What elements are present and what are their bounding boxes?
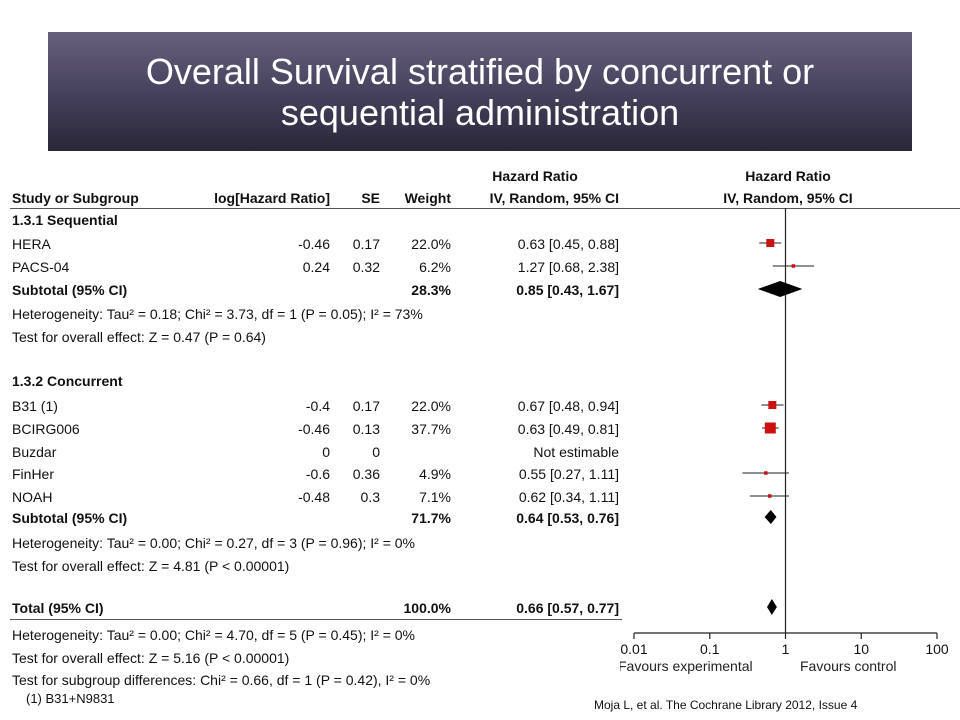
header-study: Study or Subgroup xyxy=(12,190,139,206)
total-label: Total (95% CI) xyxy=(12,600,104,616)
study-marker xyxy=(766,239,775,247)
title-banner: Overall Survival stratified by concurren… xyxy=(48,32,912,151)
total-overall-effect-text: Test for overall effect: Z = 5.16 (P < 0… xyxy=(12,650,290,666)
study-ci: 0.62 [0.34, 1.11] xyxy=(518,489,619,505)
study-ci: 0.67 [0.48, 0.94] xyxy=(517,398,619,414)
study-ci: 1.27 [0.68, 2.38] xyxy=(517,259,619,275)
total-diamond xyxy=(767,599,777,615)
study-weight: 6.2% xyxy=(419,259,451,275)
footnote: (1) B31+N9831 xyxy=(26,691,115,706)
study-ci: 0.63 [0.45, 0.88] xyxy=(517,236,619,252)
header-plot-ci: IV, Random, 95% CI xyxy=(723,190,853,206)
study-marker xyxy=(768,494,772,498)
study-name: BCIRG006 xyxy=(12,421,80,437)
study-name: NOAH xyxy=(12,489,53,505)
study-loghr: -0.48 xyxy=(298,489,330,505)
subtotal-weight: 71.7% xyxy=(411,510,451,526)
study-marker xyxy=(791,264,796,268)
subtotal-ci: 0.64 [0.53, 0.76] xyxy=(516,510,619,526)
study-name: HERA xyxy=(12,236,51,252)
x-axis-tick-label: 0.01 xyxy=(620,641,647,657)
subtotal-weight: 28.3% xyxy=(411,282,451,298)
header-hazard-ratio: Hazard Ratio xyxy=(492,168,578,184)
study-loghr: 0 xyxy=(322,444,330,460)
study-weight: 4.9% xyxy=(419,466,451,482)
subtotal-label: Subtotal (95% CI) xyxy=(12,510,128,526)
slide-title-line-2: sequential administration xyxy=(280,91,680,133)
header-log-hazard-ratio: log[Hazard Ratio] xyxy=(214,190,330,206)
study-ci: 0.63 [0.49, 0.81] xyxy=(517,421,619,437)
subtotal-ci: 0.85 [0.43, 1.67] xyxy=(516,282,619,298)
subtotal-label: Subtotal (95% CI) xyxy=(12,282,128,298)
subtotal-diamond xyxy=(757,281,803,297)
total-rule xyxy=(10,619,622,620)
total-ci: 0.66 [0.57, 0.77] xyxy=(516,600,619,616)
header-weight: Weight xyxy=(404,190,451,206)
x-axis-tick-label: 10 xyxy=(853,641,869,657)
subgroup-differences-text: Test for subgroup differences: Chi² = 0.… xyxy=(12,672,431,688)
total-weight: 100.0% xyxy=(403,600,451,616)
study-name: FinHer xyxy=(12,466,55,482)
study-name: B31 (1) xyxy=(12,398,58,414)
slide-title-line-1: Overall Survival stratified by concurren… xyxy=(145,50,815,92)
study-se: 0.17 xyxy=(352,398,380,414)
study-se: 0.17 xyxy=(352,236,380,252)
total-heterogeneity-text: Heterogeneity: Tau² = 0.00; Chi² = 4.70,… xyxy=(12,627,415,643)
study-se: 0.13 xyxy=(352,421,380,437)
subgroup-heading: 1.3.2 Concurrent xyxy=(12,373,123,389)
study-weight: 7.1% xyxy=(419,489,451,505)
forest-plot: 0.01 0.1 1 10 100 Favours experimental Favours… xyxy=(620,208,949,674)
x-axis-tick-label: 0.1 xyxy=(700,641,720,657)
overall-effect-text: Test for overall effect: Z = 4.81 (P < 0… xyxy=(12,558,290,574)
heterogeneity-text: Heterogeneity: Tau² = 0.18; Chi² = 3.73,… xyxy=(12,306,423,322)
header-plot-hazard-ratio: Hazard Ratio xyxy=(745,168,831,184)
x-axis-tick-label: 1 xyxy=(782,641,790,657)
subtotal-diamond xyxy=(764,510,777,524)
study-se: 0.32 xyxy=(352,259,380,275)
study-ci: Not estimable xyxy=(533,444,619,460)
favours-control-label: Favours control xyxy=(800,658,896,674)
study-weight: 22.0% xyxy=(411,236,451,252)
study-loghr: -0.46 xyxy=(298,236,330,252)
study-se: 0.36 xyxy=(352,466,380,482)
study-marker xyxy=(764,471,768,475)
study-loghr: -0.4 xyxy=(305,398,330,414)
study-se: 0.3 xyxy=(360,489,380,505)
favours-experimental-label: Favours experimental xyxy=(620,658,753,674)
heterogeneity-text: Heterogeneity: Tau² = 0.00; Chi² = 0.27,… xyxy=(12,535,415,551)
citation: Moja L, et al. The Cochrane Library 2012… xyxy=(594,698,858,712)
study-weight: 37.7% xyxy=(411,421,451,437)
header-rule xyxy=(10,208,960,209)
study-marker xyxy=(768,401,777,409)
study-name: PACS-04 xyxy=(12,259,70,275)
study-loghr: 0.24 xyxy=(302,259,330,275)
study-weight: 22.0% xyxy=(411,398,451,414)
study-loghr: -0.6 xyxy=(305,466,330,482)
study-se: 0 xyxy=(372,444,380,460)
x-axis-tick-label: 100 xyxy=(925,641,949,657)
overall-effect-text: Test for overall effect: Z = 0.47 (P = 0… xyxy=(12,329,266,345)
subgroup-heading: 1.3.1 Sequential xyxy=(12,212,118,228)
study-name: Buzdar xyxy=(12,444,57,460)
header-se: SE xyxy=(361,190,380,206)
study-marker xyxy=(764,422,776,434)
study-loghr: -0.46 xyxy=(298,421,330,437)
study-ci: 0.55 [0.27, 1.11] xyxy=(518,466,619,482)
header-ci: IV, Random, 95% CI xyxy=(489,190,619,206)
